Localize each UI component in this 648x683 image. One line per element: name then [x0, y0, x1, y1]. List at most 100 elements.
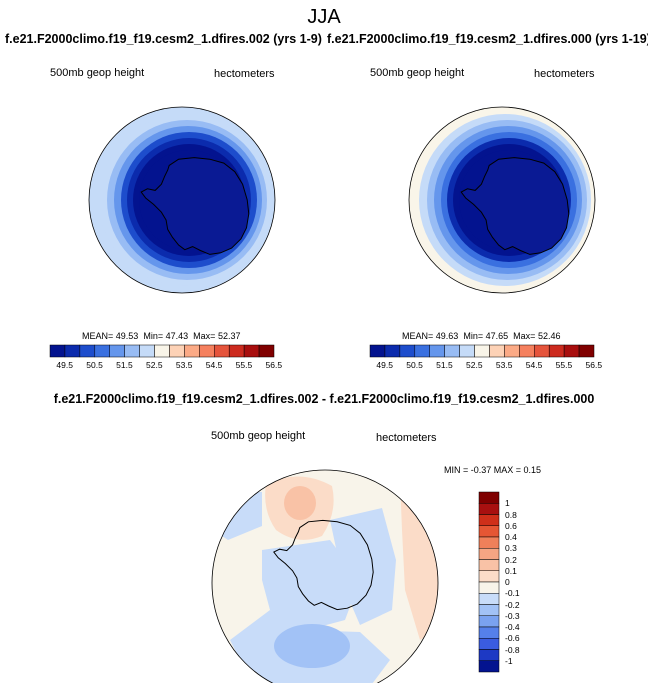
- colorbar-cell: [478, 503, 500, 515]
- colorbar-tick-label: -0.8: [505, 644, 520, 655]
- colorbar-tick-label: 0.8: [505, 509, 517, 520]
- colorbar-tick-label: -0.3: [505, 610, 520, 621]
- panel-diff-stats: MIN = -0.37 MAX = 0.15: [444, 465, 542, 475]
- colorbar-cell: [519, 344, 535, 358]
- colorbar-cell: [578, 344, 595, 358]
- colorbar-tick-label: 55.5: [235, 360, 253, 370]
- colorbar-tick-label: -0.6: [505, 633, 520, 644]
- colorbar-cell: [243, 344, 260, 358]
- colorbar-cell: [504, 344, 520, 358]
- panel-diff-antarctica-outline: [273, 519, 374, 611]
- antarctica-coastline: [460, 157, 570, 255]
- colorbar-tick-label: 0.2: [505, 554, 517, 565]
- colorbar-tick-label: 0.4: [505, 532, 517, 542]
- colorbar-cell: [478, 559, 500, 571]
- panel-a-stats: MEAN= 49.53 Min= 47.43 Max= 52.37: [82, 331, 240, 341]
- colorbar-cell: [478, 581, 500, 594]
- panel-b-min-label: Min=: [463, 331, 484, 341]
- colorbar-tick-label: 54.5: [525, 360, 543, 370]
- colorbar-cell: [478, 570, 500, 583]
- colorbar-cell: [478, 593, 500, 605]
- colorbar-cell: [429, 344, 445, 358]
- colorbar-tick-label: 56.5: [585, 360, 603, 370]
- panel-a-mean-value: 49.53: [115, 331, 139, 341]
- colorbar-tick-label: 0.3: [505, 543, 517, 554]
- panel-b-colorbar: [369, 344, 595, 358]
- panel-diff-variable-label: 500mb geop height: [211, 430, 306, 442]
- colorbar-cell: [563, 344, 580, 358]
- colorbar-tick-label: 50.5: [86, 360, 103, 370]
- colorbar-cell: [548, 344, 565, 358]
- panel-b-min-value: 47.65: [485, 331, 509, 341]
- colorbar-cell: [534, 344, 550, 358]
- colorbar-cell: [228, 344, 245, 358]
- colorbar-tick-label: 0.1: [505, 565, 517, 576]
- colorbar-cell: [478, 525, 500, 538]
- panel-b-units-label: hectometers: [534, 68, 595, 80]
- anomaly-southern-ocean-core: [274, 624, 350, 668]
- panel-a-min-value: 47.43: [165, 331, 189, 341]
- panel-b-stats: MEAN= 49.63 Min= 47.65 Max= 52.46: [402, 331, 560, 341]
- panel-b-mean-value: 49.63: [435, 331, 459, 341]
- panel-diff-map-border: [211, 469, 439, 683]
- season-title: JJA: [307, 6, 341, 28]
- colorbar-tick-label: 49.5: [376, 360, 393, 370]
- colorbar-cell: [474, 344, 490, 358]
- colorbar-tick-label: 55.5: [555, 360, 573, 370]
- panel-diff-map: [212, 470, 438, 683]
- colorbar-tick-label: 51.5: [436, 360, 453, 370]
- colorbar-tick-label: -0.2: [505, 599, 520, 610]
- colorbar-cell: [154, 344, 170, 358]
- colorbar-tick-label: 54.5: [205, 360, 223, 370]
- colorbar-cell: [258, 344, 275, 358]
- colorbar-tick-label: 0: [505, 577, 510, 587]
- colorbar-cell: [459, 344, 475, 358]
- colorbar-cell: [79, 344, 96, 358]
- colorbar-tick-label: 53.5: [495, 360, 513, 370]
- colorbar-cell: [478, 660, 500, 673]
- panel-a-max-label: Max=: [193, 331, 216, 341]
- case-a-title: f.e21.F2000climo.f19_f19.cesm2_1.dfires.…: [5, 32, 322, 46]
- colorbar-cell: [169, 344, 185, 358]
- colorbar-cell: [109, 344, 125, 358]
- colorbar-tick-label: 51.5: [116, 360, 133, 370]
- colorbar-cell: [444, 344, 460, 358]
- colorbar-tick-label: 1: [505, 498, 510, 509]
- panel-a-antarctica-outline: [140, 157, 250, 255]
- anomaly-east-antarctica: [330, 508, 396, 625]
- panel-a-min-label: Min=: [143, 331, 164, 341]
- colorbar-cell: [478, 615, 500, 628]
- panel-a-max-value: 52.37: [217, 331, 241, 341]
- colorbar-cell: [384, 344, 401, 358]
- colorbar-cell: [414, 344, 430, 358]
- colorbar-cell: [94, 344, 110, 358]
- anomaly-bellingshausen-core: [284, 486, 316, 520]
- case-b-title: f.e21.F2000climo.f19_f19.cesm2_1.dfires.…: [327, 32, 648, 46]
- colorbar-cell: [478, 491, 500, 504]
- colorbar-tick-label: 52.5: [466, 360, 483, 370]
- colorbar-tick-label: -0.4: [505, 622, 520, 632]
- difference-title: f.e21.F2000climo.f19_f19.cesm2_1.dfires.…: [53, 392, 595, 406]
- antarctica-coastline: [273, 519, 374, 611]
- colorbar-cell: [49, 344, 66, 358]
- colorbar-tick-label: 52.5: [146, 360, 163, 370]
- panel-a-map-border: [88, 106, 276, 294]
- panel-b-antarctica-outline: [460, 157, 570, 255]
- panel-diff-units-label: hectometers: [376, 432, 437, 444]
- colorbar-tick-label: 56.5: [265, 360, 283, 370]
- colorbar-cell: [478, 548, 500, 560]
- panel-a-variable-label: 500mb geop height: [50, 67, 145, 79]
- colorbar-cell: [184, 344, 200, 358]
- panel-b-map-border: [408, 106, 596, 294]
- colorbar-tick-label: -0.1: [505, 588, 520, 599]
- panel-a-units-label: hectometers: [214, 68, 275, 80]
- antarctica-coastline: [140, 157, 250, 255]
- colorbar-cell: [369, 344, 386, 358]
- panel-b-variable-label: 500mb geop height: [370, 67, 465, 79]
- colorbar-cell: [478, 649, 500, 661]
- colorbar-cell: [199, 344, 215, 358]
- colorbar-tick-label: -1: [505, 655, 513, 666]
- panel-diff-colorbar: [478, 491, 500, 673]
- panel-a-colorbar: [49, 344, 275, 358]
